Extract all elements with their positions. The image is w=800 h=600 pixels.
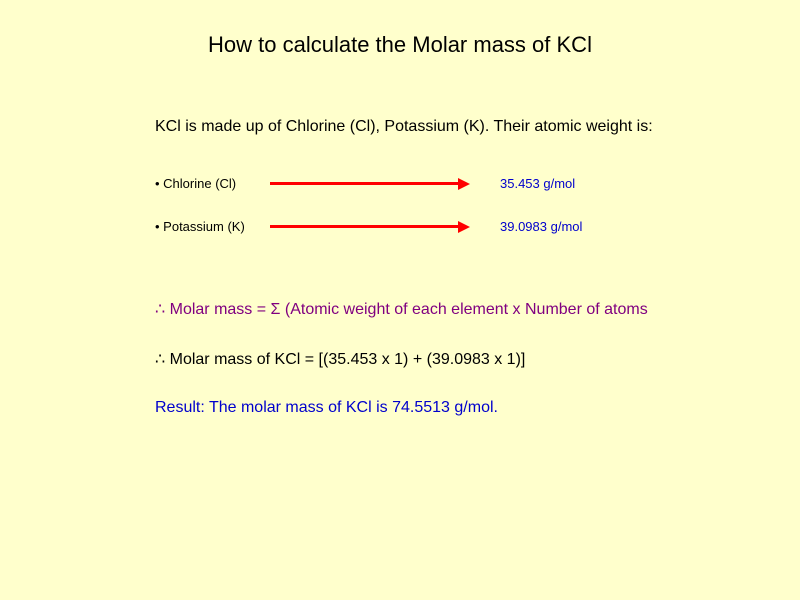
element-label: • Chlorine (Cl) — [155, 176, 270, 191]
arrow-head-icon — [458, 178, 470, 190]
element-value: 39.0983 g/mol — [500, 219, 582, 234]
arrow-head-icon — [458, 221, 470, 233]
element-value: 35.453 g/mol — [500, 176, 575, 191]
arrow-icon — [270, 178, 470, 190]
formula-text: ∴ Molar mass = Σ (Atomic weight of each … — [155, 299, 800, 319]
arrow-line — [270, 225, 458, 228]
arrow-icon — [270, 221, 470, 233]
content-area: KCl is made up of Chlorine (Cl), Potassi… — [0, 118, 800, 417]
calculation-text: ∴ Molar mass of KCl = [(35.453 x 1) + (3… — [155, 349, 800, 369]
arrow-line — [270, 182, 458, 185]
element-label: • Potassium (K) — [155, 219, 270, 234]
intro-text: KCl is made up of Chlorine (Cl), Potassi… — [155, 118, 800, 136]
result-text: Result: The molar mass of KCl is 74.5513… — [155, 399, 800, 417]
main-container: How to calculate the Molar mass of KCl K… — [0, 0, 800, 417]
element-row: • Potassium (K) 39.0983 g/mol — [155, 219, 800, 234]
element-row: • Chlorine (Cl) 35.453 g/mol — [155, 176, 800, 191]
page-title: How to calculate the Molar mass of KCl — [0, 32, 800, 58]
